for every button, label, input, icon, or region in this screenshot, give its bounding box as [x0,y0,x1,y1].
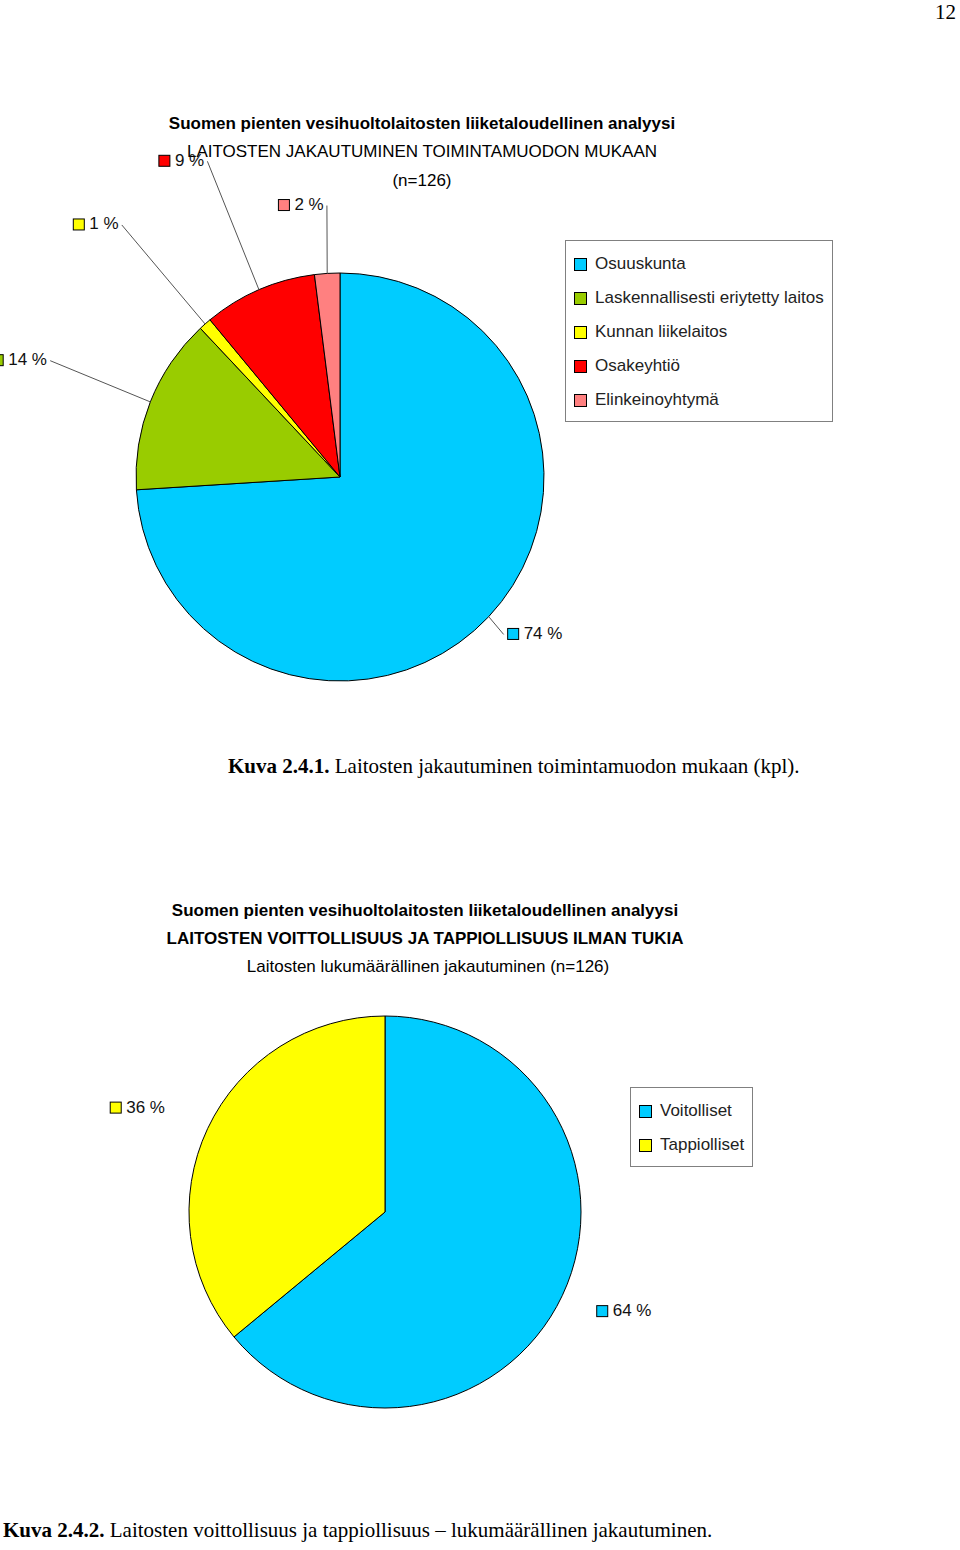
svg-text:36 %: 36 % [126,1098,165,1117]
svg-text:1 %: 1 % [89,214,118,233]
svg-text:64 %: 64 % [613,1301,652,1320]
svg-text:2 %: 2 % [294,195,323,214]
svg-text:14 %: 14 % [8,350,47,369]
svg-text:74 %: 74 % [524,624,563,643]
svg-text:9 %: 9 % [175,151,204,170]
